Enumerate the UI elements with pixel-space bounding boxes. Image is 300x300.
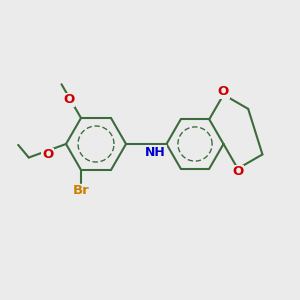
Text: O: O (232, 165, 243, 178)
Text: NH: NH (145, 146, 166, 159)
Text: O: O (42, 148, 53, 161)
Text: O: O (218, 85, 229, 98)
Text: Br: Br (73, 184, 89, 197)
Text: O: O (63, 93, 75, 106)
